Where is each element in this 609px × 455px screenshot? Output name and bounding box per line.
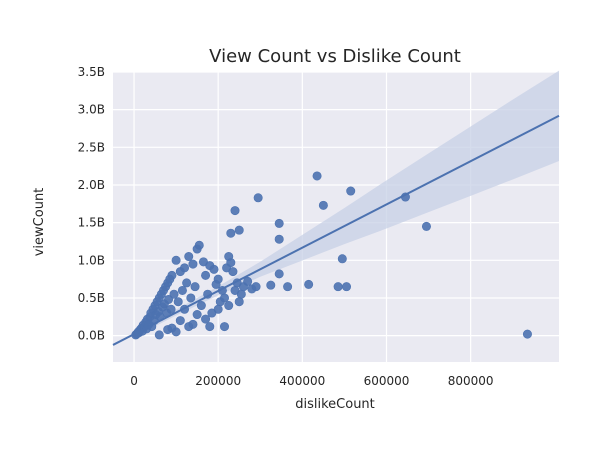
data-point xyxy=(213,274,223,284)
data-point xyxy=(209,264,219,274)
data-point xyxy=(421,221,431,231)
data-point xyxy=(167,270,177,280)
data-point xyxy=(201,314,211,324)
x-tick-label: 600000 xyxy=(364,374,410,388)
y-tick-label: 1.0B xyxy=(78,253,105,267)
y-tick-label: 0.5B xyxy=(78,291,105,305)
data-point xyxy=(166,304,176,314)
data-point xyxy=(192,310,202,320)
data-point xyxy=(171,327,181,337)
data-point xyxy=(266,280,276,290)
data-point xyxy=(154,330,164,340)
data-point xyxy=(188,259,198,269)
data-point xyxy=(253,193,263,203)
data-point xyxy=(318,200,328,210)
x-tick-label: 200000 xyxy=(195,374,241,388)
data-point xyxy=(173,297,183,307)
data-point xyxy=(205,322,215,332)
data-point xyxy=(188,319,198,329)
data-point xyxy=(177,285,187,295)
data-point xyxy=(522,329,532,339)
x-axis-label: dislikeCount xyxy=(295,397,375,412)
y-tick-label: 0.0B xyxy=(78,329,105,343)
data-point xyxy=(283,282,293,292)
y-tick-label: 1.5B xyxy=(78,216,105,230)
data-point xyxy=(274,234,284,244)
data-point xyxy=(236,289,246,299)
data-points xyxy=(131,171,532,340)
regression-line xyxy=(112,114,560,346)
data-point xyxy=(337,254,347,264)
y-tick-label: 2.5B xyxy=(78,140,105,154)
y-tick-label: 2.0B xyxy=(78,178,105,192)
chart-title: View Count vs Dislike Count xyxy=(209,46,461,67)
data-point xyxy=(180,263,190,273)
y-tick-label: 3.5B xyxy=(78,65,105,79)
data-point xyxy=(226,258,236,268)
plot-area xyxy=(112,70,560,362)
x-tick-label: 400000 xyxy=(279,374,325,388)
y-tick-label: 3.0B xyxy=(78,103,105,117)
data-point xyxy=(171,255,181,265)
data-point xyxy=(224,301,234,311)
data-point xyxy=(186,293,196,303)
y-axis-label: viewCount xyxy=(32,188,47,257)
data-point xyxy=(342,282,352,292)
data-point xyxy=(274,269,284,279)
data-point xyxy=(312,171,322,181)
data-point xyxy=(220,293,230,303)
data-point xyxy=(274,218,284,228)
x-tick-labels: 0 200000 400000 600000 800000 xyxy=(130,374,493,388)
data-point xyxy=(251,282,261,292)
data-point xyxy=(213,304,223,314)
data-point xyxy=(169,289,179,299)
data-point xyxy=(196,301,206,311)
data-point xyxy=(234,225,244,235)
data-point xyxy=(190,282,200,292)
data-point xyxy=(220,322,230,332)
data-point xyxy=(201,270,211,280)
data-point xyxy=(346,186,356,196)
data-point xyxy=(226,228,236,238)
data-point xyxy=(175,316,185,326)
data-point xyxy=(243,276,253,286)
data-point xyxy=(304,279,314,289)
data-point xyxy=(333,282,343,292)
x-tick-label: 800000 xyxy=(448,374,494,388)
data-point xyxy=(182,278,192,288)
x-tick-label: 0 xyxy=(130,374,138,388)
data-point xyxy=(228,267,238,277)
data-point xyxy=(234,297,244,307)
data-point xyxy=(164,294,174,304)
data-point xyxy=(163,325,173,335)
data-point xyxy=(194,240,204,250)
data-point xyxy=(230,206,240,216)
data-point xyxy=(184,252,194,262)
y-tick-labels: 0.0B 0.5B 1.0B 1.5B 2.0B 2.5B 3.0B 3.5B xyxy=(78,65,105,343)
confidence-band xyxy=(134,70,560,338)
